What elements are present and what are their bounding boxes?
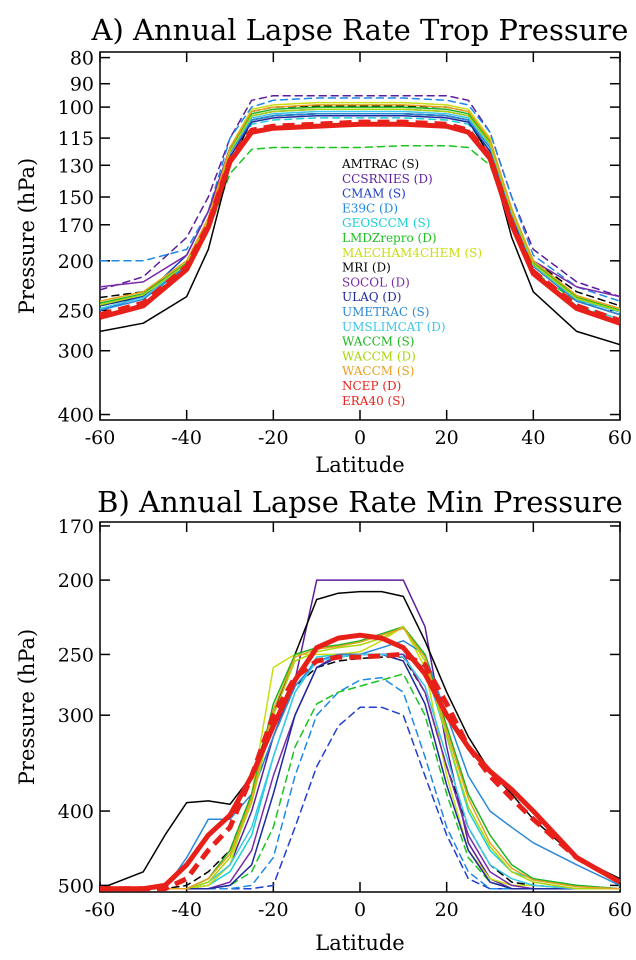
legend-entry-socol-d-8: SOCOL (D) <box>342 275 410 289</box>
panel-a-legend: AMTRAC (S)CCSRNIES (D)CMAM (S)E39C (D)GE… <box>341 157 482 408</box>
series-line-ccsrnies-d-1 <box>100 579 620 890</box>
series-line-waccm-s-14 <box>100 104 620 310</box>
legend-entry-geosccm-s-4: GEOSCCM (S) <box>342 216 430 230</box>
x-tick-label: 60 <box>608 899 632 921</box>
x-tick-label: 40 <box>521 427 545 449</box>
y-tick-label: 400 <box>58 801 94 823</box>
legend-entry-umetrac-s-10: UMETRAC (S) <box>342 305 429 319</box>
panel-a-x-ticks: -60 -40 -20 0 20 40 60 <box>85 52 632 449</box>
series-line-ncep-d-15 <box>100 651 620 892</box>
y-tick-label: 100 <box>58 97 94 119</box>
y-tick-label: 170 <box>58 516 94 538</box>
y-tick-label: 250 <box>58 644 94 666</box>
legend-entry-amtrac-s-0: AMTRAC (S) <box>341 157 419 171</box>
legend-entry-cmam-s-2: CMAM (S) <box>342 187 406 201</box>
y-tick-label: 150 <box>58 187 94 209</box>
x-tick-label: 0 <box>354 427 366 449</box>
series-line-ccsrnies-d-1 <box>100 94 620 298</box>
legend-entry-mri-d-7: MRI (D) <box>342 261 391 275</box>
x-tick-label: 60 <box>608 427 632 449</box>
series-line-e39c-d-3 <box>100 676 620 890</box>
x-tick-label: -40 <box>171 899 202 921</box>
x-tick-label: 20 <box>435 899 459 921</box>
panel-b-title: B) Annual Lapse Rate Min Pressure <box>97 485 623 519</box>
series-line-amtrac-s-0 <box>100 105 620 307</box>
series-line-era40-s-16 <box>100 632 620 892</box>
legend-entry-waccm-s-12: WACCM (S) <box>342 335 414 349</box>
panel-b-series <box>100 579 620 892</box>
x-tick-label: -60 <box>85 899 116 921</box>
legend-entry-ccsrnies-d-1: CCSRNIES (D) <box>342 172 433 186</box>
legend-entry-maecham4chem-s-6: MAECHAM4CHEM (S) <box>342 246 482 260</box>
legend-entry-umslimcat-d-11: UMSLIMCAT (D) <box>342 320 446 334</box>
x-tick-label: 0 <box>354 899 366 921</box>
legend-entry-era40-s-16: ERA40 (S) <box>342 394 405 408</box>
series-line-e39c-d-3 <box>100 97 620 302</box>
x-tick-label: 40 <box>521 899 545 921</box>
y-tick-label: 130 <box>58 155 94 177</box>
y-tick-label: 300 <box>58 705 94 727</box>
series-line-geosccm-s-4 <box>100 653 620 890</box>
y-tick-label: 170 <box>58 215 94 237</box>
x-tick-label: -40 <box>171 427 202 449</box>
series-line-umslimcat-d-11 <box>100 653 620 890</box>
panel-a-x-axis-label: Latitude <box>315 453 404 477</box>
y-tick-label: 90 <box>70 74 94 96</box>
y-tick-label: 80 <box>70 48 94 70</box>
y-tick-label: 500 <box>58 875 94 897</box>
series-line-cmam-s-2 <box>100 706 620 890</box>
legend-entry-ulaq-d-9: ULAQ (D) <box>342 290 401 304</box>
panel-b-y-axis-label: Pressure (hPa) <box>15 629 39 785</box>
series-line-ulaq-d-9 <box>100 653 620 890</box>
series-line-maecham4chem-s-6 <box>100 625 620 890</box>
legend-entry-ncep-d-15: NCEP (D) <box>342 379 401 393</box>
y-tick-label: 200 <box>58 570 94 592</box>
panel-a-y-axis-label: Pressure (hPa) <box>15 158 39 314</box>
y-tick-label: 200 <box>58 251 94 273</box>
x-tick-label: -20 <box>258 427 289 449</box>
series-line-waccm-d-13 <box>100 625 620 890</box>
series-line-era40-s-16 <box>100 121 620 326</box>
x-tick-label: 20 <box>435 427 459 449</box>
legend-entry-waccm-s-14: WACCM (S) <box>342 364 414 378</box>
legend-entry-lmdzrepro-d-5: LMDZrepro (D) <box>342 231 437 245</box>
y-tick-label: 300 <box>58 341 94 363</box>
panel-a-title: A) Annual Lapse Rate Trop Pressure <box>91 13 629 47</box>
panel-b-x-axis-label: Latitude <box>315 931 404 955</box>
panel-b-y-ticks: 170 200 250 300 400 500 <box>58 516 620 897</box>
panel-a: A) Annual Lapse Rate Trop Pressure 80901… <box>15 13 632 477</box>
series-line-umetrac-s-10 <box>100 640 620 890</box>
panel-b-x-ticks: -60 -40 -20 0 20 40 60 <box>85 522 632 921</box>
series-line-geosccm-s-4 <box>100 117 620 320</box>
series-line-socol-d-8 <box>100 653 620 890</box>
x-tick-label: -20 <box>258 899 289 921</box>
y-tick-label: 400 <box>58 405 94 427</box>
series-line-lmdzrepro-d-5 <box>100 673 620 890</box>
panel-b: B) Annual Lapse Rate Min Pressure 170200… <box>15 485 632 955</box>
series-line-amtrac-s-0 <box>100 656 620 890</box>
y-tick-label: 115 <box>58 128 94 150</box>
y-tick-label: 250 <box>58 300 94 322</box>
x-tick-label: -60 <box>85 427 116 449</box>
series-line-waccm-s-14 <box>100 627 620 890</box>
series-line-waccm-s-12 <box>100 625 620 890</box>
legend-entry-waccm-d-13: WACCM (D) <box>342 349 416 363</box>
panel-a-series <box>100 94 620 346</box>
legend-entry-e39c-d-3: E39C (D) <box>342 201 398 215</box>
